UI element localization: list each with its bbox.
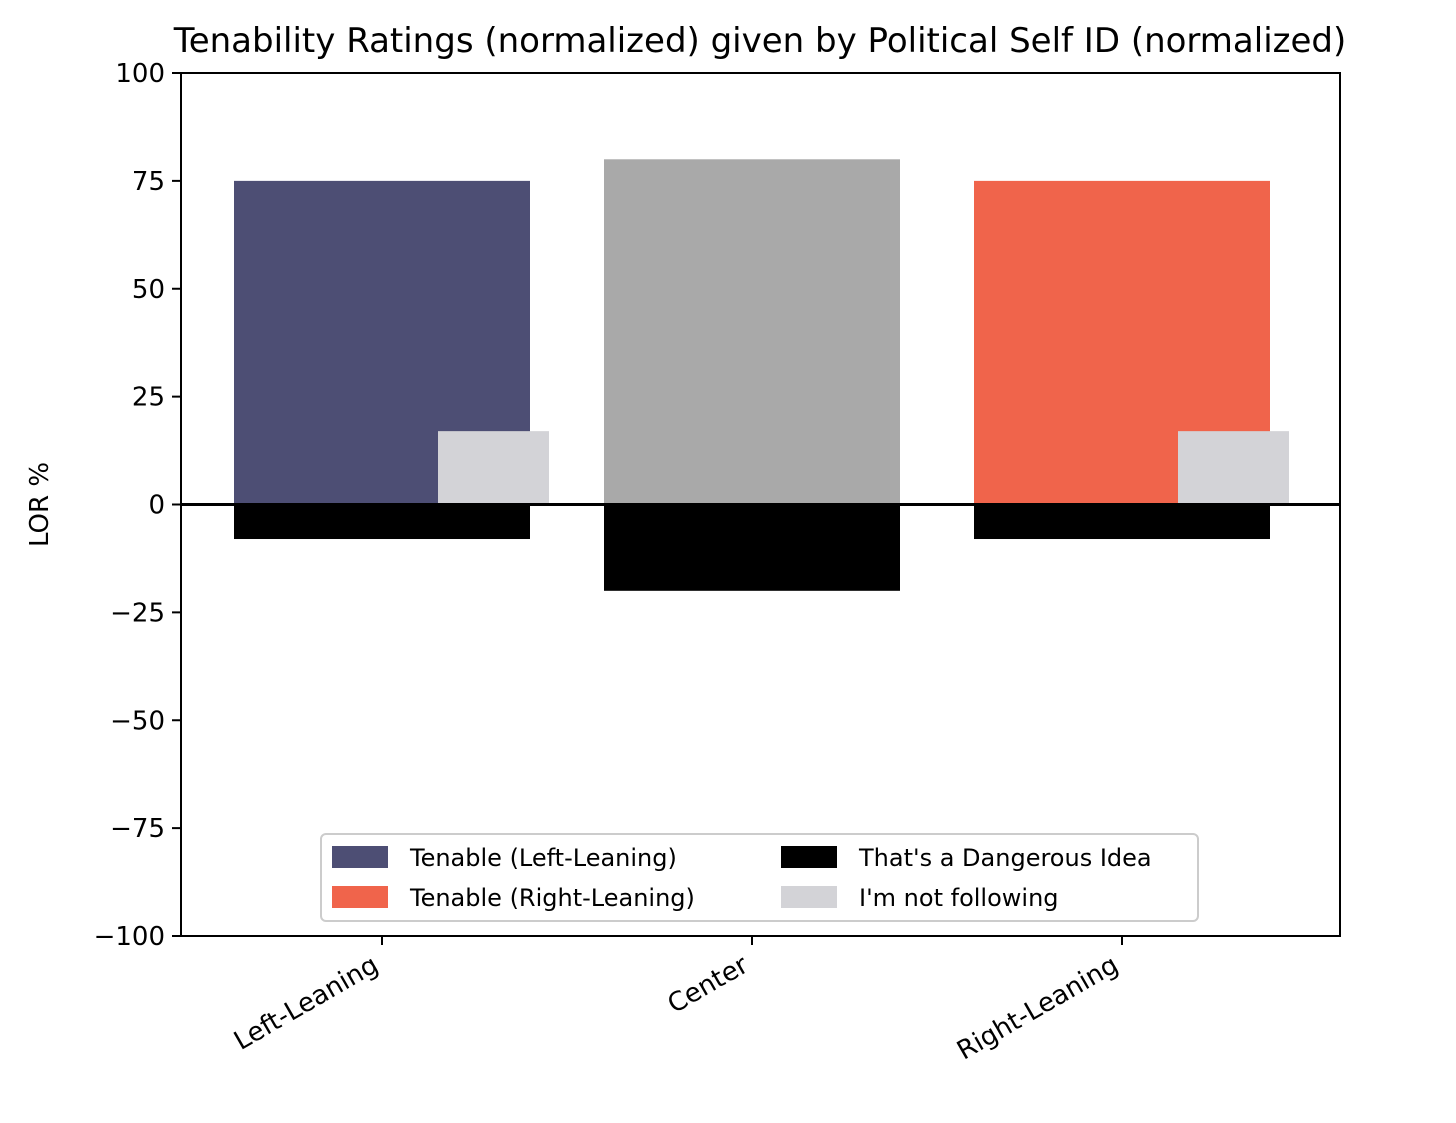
legend-swatch-that-s-a-dangerous-idea (781, 846, 837, 868)
legend-swatch-tenable-left-leaning- (332, 846, 388, 868)
chart-title: Tenability Ratings (normalized) given by… (173, 21, 1347, 61)
legend-swatch-tenable-right-leaning- (332, 886, 388, 908)
legend-label-tenable-right-leaning-: Tenable (Right-Leaning) (409, 884, 695, 912)
y-tick-label: 100 (115, 59, 165, 89)
y-tick-label: −25 (110, 598, 165, 628)
legend-label-i-m-not-following: I'm not following (859, 884, 1059, 912)
y-tick-label: 0 (148, 491, 165, 521)
y-tick-label: 50 (132, 275, 165, 305)
y-axis-label: LOR % (25, 462, 55, 547)
y-tick-label: −50 (110, 706, 165, 736)
x-axis: Left-Leaning Center Right-Leaning (229, 936, 1124, 1066)
x-tick-label-left-leaning: Left-Leaning (229, 950, 383, 1056)
bar-dangerous-left-leaning (234, 504, 530, 540)
bar-not-following-right-leaning (1178, 431, 1289, 505)
legend-label-that-s-a-dangerous-idea: That's a Dangerous Idea (858, 844, 1152, 872)
legend-swatch-i-m-not-following (781, 886, 837, 908)
bar-not-following-left-leaning (438, 431, 549, 505)
bar-dangerous-right-leaning (974, 504, 1270, 540)
bar-dangerous-center (604, 504, 900, 591)
y-axis: 100 75 50 25 0 −25 −50 −75 −100 (94, 59, 181, 952)
legend: Tenable (Left-Leaning) That's a Dangerous… (320, 833, 1199, 922)
legend-box (320, 833, 1199, 922)
y-tick-label: 75 (132, 167, 165, 197)
y-tick-label: −75 (110, 814, 165, 844)
plot-area (181, 159, 1340, 591)
legend-label-tenable-left-leaning-: Tenable (Left-Leaning) (409, 844, 677, 872)
x-tick-label-right-leaning: Right-Leaning (952, 950, 1123, 1066)
bar-tenable-center (604, 159, 900, 505)
y-tick-label: −100 (94, 922, 165, 952)
x-tick-label-center: Center (663, 950, 754, 1020)
y-tick-label: 25 (132, 383, 165, 413)
